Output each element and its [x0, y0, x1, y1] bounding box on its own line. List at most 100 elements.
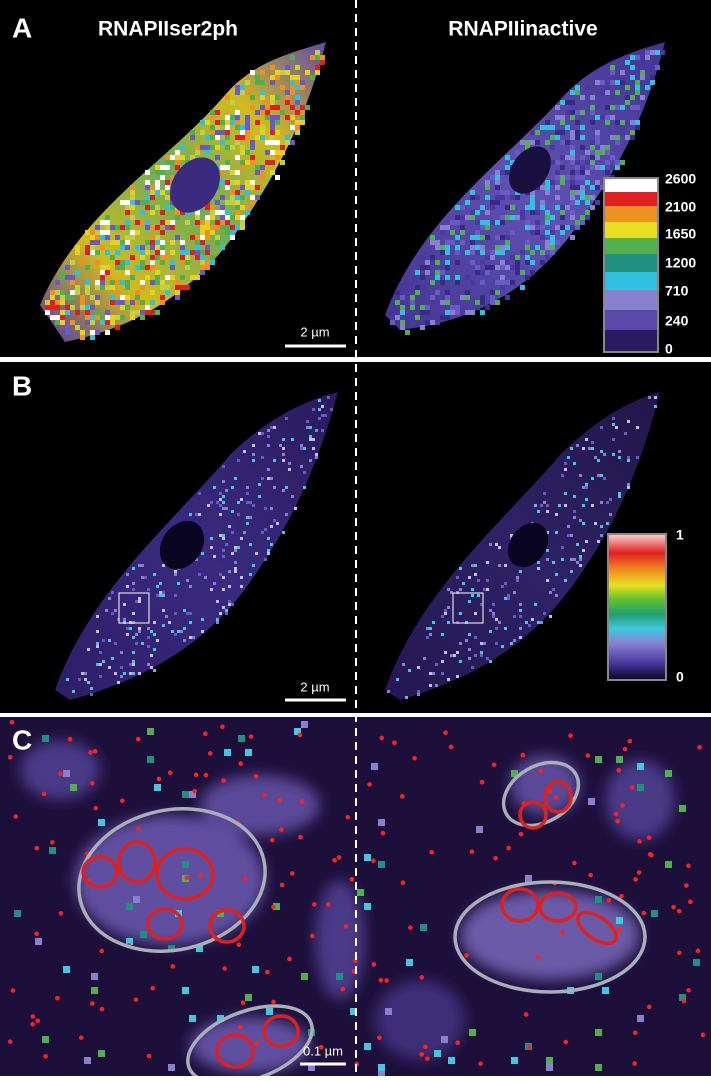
pixel — [468, 633, 471, 636]
pixel — [425, 260, 430, 265]
pixel — [550, 235, 555, 240]
pixel — [105, 270, 110, 275]
pixel — [425, 305, 430, 310]
pixel — [603, 453, 606, 456]
pixel — [275, 95, 280, 100]
pixel — [480, 310, 485, 315]
pixel — [235, 225, 240, 230]
pixel — [590, 205, 595, 210]
localization — [78, 1035, 84, 1040]
pixel — [500, 280, 505, 285]
pixel — [609, 498, 612, 501]
pixel — [105, 220, 110, 225]
pixel — [267, 552, 270, 555]
colorbar-tick: 710 — [665, 283, 689, 299]
pixel — [155, 170, 160, 175]
pixel — [225, 200, 230, 205]
pixel — [600, 474, 603, 477]
pixel — [570, 225, 575, 230]
pixel — [545, 220, 550, 225]
localization — [478, 1061, 483, 1067]
pixel — [160, 250, 165, 255]
pixel — [459, 588, 462, 591]
pixel — [155, 190, 160, 195]
pixel — [205, 235, 210, 240]
pixel — [495, 543, 498, 546]
pixel — [490, 300, 495, 305]
texture — [66, 396, 333, 696]
pixel — [100, 265, 105, 270]
pixel — [615, 426, 618, 429]
pixel — [440, 270, 445, 275]
pixel — [125, 200, 130, 205]
pixel — [525, 875, 532, 882]
pixel — [130, 195, 135, 200]
pixel — [220, 170, 225, 175]
pixel — [505, 155, 510, 160]
pixel — [240, 537, 243, 540]
pixel — [455, 220, 460, 225]
pixel — [516, 579, 519, 582]
pixel — [520, 210, 525, 215]
pixel — [105, 235, 110, 240]
texture — [390, 50, 665, 335]
pixel — [610, 115, 615, 120]
pixel — [135, 290, 140, 295]
pixel — [650, 80, 655, 85]
pixel — [595, 185, 600, 190]
localization — [326, 902, 331, 907]
pixel — [575, 200, 580, 205]
pixel — [230, 235, 235, 240]
pixel — [504, 597, 507, 600]
pixel — [215, 130, 220, 135]
pixel — [480, 245, 485, 250]
pixel — [250, 195, 255, 200]
pixel — [453, 654, 456, 657]
pixel — [540, 621, 543, 624]
pixel — [475, 220, 480, 225]
localization — [202, 731, 208, 737]
pixel — [445, 275, 450, 280]
pixel — [519, 615, 522, 618]
pixel — [501, 645, 504, 648]
pixel — [95, 315, 100, 320]
pixel — [243, 531, 246, 534]
pixel — [378, 861, 385, 868]
pixel — [215, 135, 220, 140]
pixel — [159, 591, 162, 594]
pixel — [195, 245, 200, 250]
localization — [554, 795, 559, 800]
pixel — [309, 426, 312, 429]
pixel — [210, 205, 215, 210]
pixel — [560, 175, 565, 180]
pixel — [315, 70, 320, 75]
pixel — [132, 612, 135, 615]
pixel — [545, 210, 550, 215]
pixel — [243, 450, 246, 453]
pixel — [470, 245, 475, 250]
scale-bar-label: 2 µm — [300, 324, 329, 339]
pixel — [440, 300, 445, 305]
pixel — [150, 300, 155, 305]
pixel — [435, 260, 440, 265]
pixel — [610, 135, 615, 140]
pixel — [570, 200, 575, 205]
pixel — [489, 543, 492, 546]
pixel — [495, 250, 500, 255]
pixel — [590, 110, 595, 115]
pixel — [546, 531, 549, 534]
pixel — [600, 426, 603, 429]
pixel — [588, 798, 595, 805]
pixel — [245, 125, 250, 130]
pixel — [440, 245, 445, 250]
pixel — [445, 290, 450, 295]
pixel — [150, 255, 155, 260]
pixel — [220, 120, 225, 125]
pixel — [258, 483, 261, 486]
localization — [617, 927, 622, 932]
pixel — [637, 763, 644, 770]
pixel — [470, 240, 475, 245]
pixel — [480, 205, 485, 210]
pixel — [530, 140, 535, 145]
pixel — [267, 477, 270, 480]
